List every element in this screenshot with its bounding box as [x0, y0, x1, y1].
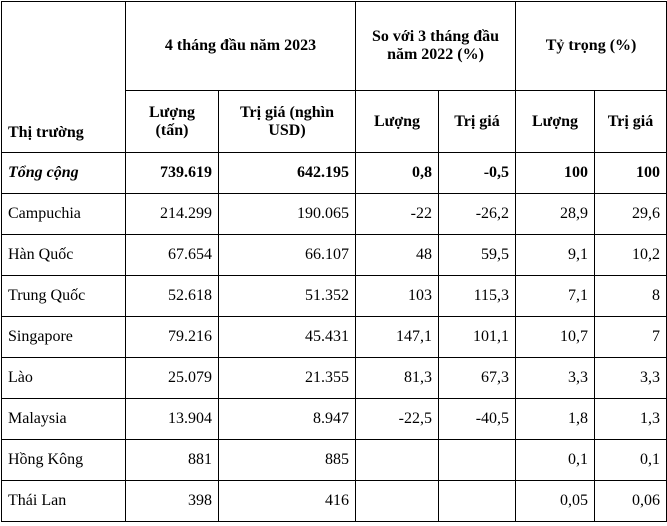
value-cell: 10,7	[515, 316, 596, 358]
header-cell: Trị giá	[437, 90, 517, 153]
value-cell: 28,9	[515, 193, 596, 235]
value-cell: 3,3	[594, 357, 667, 399]
value-cell: 3,3	[515, 357, 596, 399]
value-cell: 29,6	[594, 193, 667, 235]
header-cell: Trị giá (nghìn USD)	[218, 90, 356, 153]
value-cell: 739.619	[125, 152, 219, 194]
value-cell: 1,8	[515, 398, 596, 440]
market-cell: Hàn Quốc	[1, 234, 126, 276]
value-cell: -22,5	[355, 398, 439, 440]
market-cell: Hồng Kông	[1, 439, 126, 481]
value-cell: 7,1	[515, 275, 596, 317]
value-cell: 416	[218, 480, 356, 522]
table-row: Campuchia 214.299 190.065 -22 -26,2 28,9 29,6	[1, 193, 667, 235]
value-cell: 52.618	[125, 275, 219, 317]
value-cell: 100	[515, 152, 596, 194]
value-cell: 101,1	[437, 316, 517, 358]
value-cell: 48	[355, 234, 439, 276]
table-row: Hồng Kông 881 885 0,1 0,1	[1, 439, 667, 481]
header-cell: 4 tháng đầu năm 2023	[125, 1, 356, 91]
header-cell: Lượng	[515, 90, 596, 153]
value-cell: 81,3	[355, 357, 439, 399]
value-cell: 79.216	[125, 316, 219, 358]
table-row: Thái Lan 398 416 0,05 0,06	[1, 480, 667, 522]
value-cell: 398	[125, 480, 219, 522]
value-cell: 7	[594, 316, 667, 358]
value-cell: -0,5	[437, 152, 517, 194]
table-body: Tổng cộng 739.619 642.195 0,8 -0,5 100 100 Camp…	[1, 152, 667, 522]
value-cell: 0,1	[515, 439, 596, 481]
value-cell: 10,2	[594, 234, 667, 276]
value-cell: 103	[355, 275, 439, 317]
value-cell: 67.654	[125, 234, 219, 276]
value-cell: 115,3	[437, 275, 517, 317]
table-row: Trung Quốc 52.618 51.352 103 115,3 7,1 8	[1, 275, 667, 317]
value-cell: 214.299	[125, 193, 219, 235]
header-cell: So với 3 tháng đầu năm 2022 (%)	[354, 1, 517, 91]
value-cell	[355, 480, 439, 522]
market-cell: Campuchia	[1, 193, 126, 235]
market-cell: Thái Lan	[1, 480, 126, 522]
value-cell: 885	[218, 439, 356, 481]
header-cell: Trị giá	[594, 90, 667, 153]
value-cell: 881	[125, 439, 219, 481]
value-cell: 0,06	[594, 480, 667, 522]
value-cell	[355, 439, 439, 481]
value-cell: 59,5	[437, 234, 517, 276]
value-cell: 8.947	[218, 398, 356, 440]
value-cell	[437, 480, 517, 522]
value-cell: 67,3	[437, 357, 517, 399]
value-cell: 0,8	[355, 152, 439, 194]
header-cell: Lượng	[355, 90, 439, 153]
value-cell: 147,1	[355, 316, 439, 358]
value-cell: 0,1	[594, 439, 667, 481]
market-cell: Tổng cộng	[1, 152, 126, 194]
table-row: Singapore 79.216 45.431 147,1 101,1 10,7 7	[1, 316, 667, 358]
market-cell: Malaysia	[1, 398, 126, 440]
value-cell: 8	[594, 275, 667, 317]
header-cell: Lượng (tấn)	[125, 90, 219, 153]
table-row: Malaysia 13.904 8.947 -22,5 -40,5 1,8 1,3	[1, 398, 667, 440]
value-cell: 66.107	[218, 234, 356, 276]
market-cell: Lào	[1, 357, 126, 399]
table-row: Lào 25.079 21.355 81,3 67,3 3,3 3,3	[1, 357, 667, 399]
table-row: Tổng cộng 739.619 642.195 0,8 -0,5 100 100	[1, 152, 667, 194]
value-cell: -22	[355, 193, 439, 235]
value-cell: 9,1	[515, 234, 596, 276]
value-cell: 190.065	[218, 193, 356, 235]
market-cell: Singapore	[1, 316, 126, 358]
value-cell	[437, 439, 517, 481]
value-cell: -26,2	[437, 193, 517, 235]
value-cell: 51.352	[218, 275, 356, 317]
market-cell: Trung Quốc	[1, 275, 126, 317]
header-cell: Thị trường	[1, 1, 126, 153]
header-cell: Tỷ trọng (%)	[515, 1, 667, 91]
value-cell: -40,5	[437, 398, 517, 440]
value-cell: 45.431	[218, 316, 356, 358]
value-cell: 1,3	[594, 398, 667, 440]
table-row: Hàn Quốc 67.654 66.107 48 59,5 9,1 10,2	[1, 234, 667, 276]
value-cell: 100	[594, 152, 667, 194]
value-cell: 642.195	[218, 152, 356, 194]
value-cell: 13.904	[125, 398, 219, 440]
value-cell: 25.079	[125, 357, 219, 399]
value-cell: 0,05	[515, 480, 596, 522]
value-cell: 21.355	[218, 357, 356, 399]
